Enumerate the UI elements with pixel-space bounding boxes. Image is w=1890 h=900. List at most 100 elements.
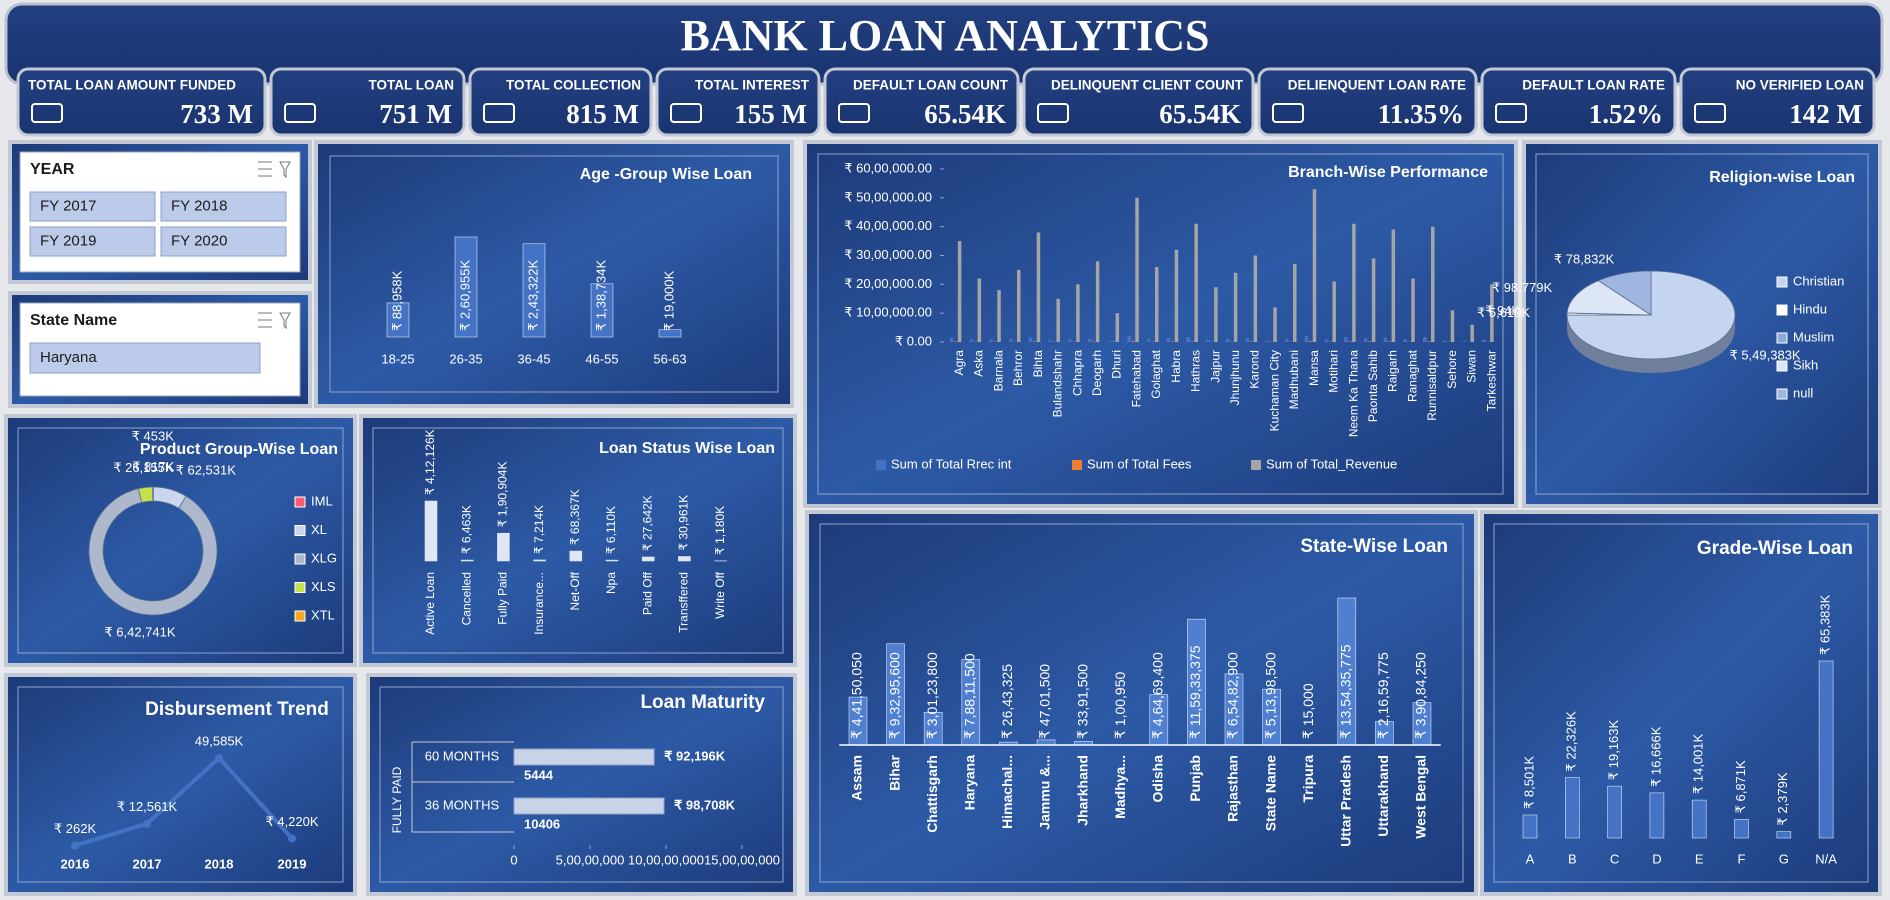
x-tick-label: 10,00,00,000	[628, 852, 704, 867]
legend-swatch	[294, 525, 306, 536]
slicer-title: YEAR	[30, 161, 75, 178]
value-label: ₹ 98,779K	[1492, 280, 1553, 295]
x-tick-label: 15,00,00,000	[704, 852, 780, 867]
bar	[513, 797, 665, 815]
value-label: ₹ 6,871K	[1733, 760, 1748, 813]
slice	[88, 488, 218, 616]
x-tick-label: C	[1610, 851, 1619, 866]
legend-swatch	[1776, 276, 1788, 288]
kpi-icon	[1694, 103, 1726, 123]
value-label: ₹ 14,001K	[1691, 733, 1706, 794]
group-label: FULLY PAID	[390, 766, 404, 833]
kpi-card	[1480, 67, 1677, 137]
x-tick-label: E	[1695, 851, 1704, 866]
kpi-card	[269, 67, 466, 137]
y-tick-label: ₹ 0.00	[895, 333, 932, 348]
value-label: ₹ 5,13,98,500	[1262, 652, 1278, 739]
x-tick-label: Uttar Pradesh	[1338, 755, 1354, 847]
value-label: ₹ 5,49,383K	[1729, 347, 1800, 362]
panel-inner	[819, 523, 1464, 883]
group-bracket	[411, 741, 514, 833]
x-tick-label: Transffered	[677, 572, 691, 633]
kpi-label: DEFAULT LOAN RATE	[1522, 78, 1665, 93]
line	[74, 755, 294, 848]
y-tick-label: ₹ 30,00,000.00	[844, 247, 932, 262]
slicer-item[interactable]	[160, 191, 287, 222]
bar	[1076, 284, 1080, 342]
slice	[1597, 270, 1652, 316]
x-tick-label: Insurance...	[532, 572, 546, 635]
legend-swatch	[1776, 388, 1788, 400]
kpi-value: 11.35%	[1378, 99, 1464, 129]
bar	[1427, 341, 1431, 342]
x-tick-label: 26-35	[449, 351, 482, 366]
x-tick-label: 5,00,00,000	[556, 852, 625, 867]
bar	[1147, 338, 1151, 342]
bar	[1166, 337, 1171, 342]
slicer-item-label[interactable]: FY 2018	[171, 197, 227, 214]
value-label: ₹ 7,214K	[532, 505, 546, 554]
x-tick-label: Habra	[1169, 350, 1183, 383]
x-tick-label: Kuchaman City	[1267, 350, 1281, 431]
value-label: ₹ 19,163K	[1606, 719, 1621, 780]
slicer-icon	[258, 312, 291, 330]
bar	[1253, 255, 1258, 342]
dashboard-title: BANK LOAN ANALYTICS	[681, 11, 1210, 60]
bar	[1383, 337, 1388, 342]
bar	[605, 559, 619, 562]
slicer-item[interactable]	[29, 191, 156, 222]
bar	[1017, 269, 1021, 342]
slicer-item-label[interactable]: FY 2017	[40, 197, 96, 214]
panel	[1480, 510, 1882, 896]
point	[288, 834, 296, 843]
x-tick-label: Himachal...	[999, 755, 1015, 829]
bar	[1135, 197, 1139, 342]
chart-title: Age -Group Wise Loan	[580, 166, 752, 183]
bar	[460, 559, 474, 562]
bar	[1194, 223, 1198, 342]
slice	[1566, 280, 1653, 316]
legend-swatch	[1072, 460, 1082, 470]
value-label: ₹ 47,01,500	[1037, 664, 1053, 739]
bar	[1214, 287, 1218, 342]
kpi-icon	[1037, 103, 1069, 123]
chart-title: Disbursement Trend	[145, 699, 329, 720]
x-tick-label: A	[1526, 851, 1535, 866]
bar	[1352, 223, 1356, 342]
panel-inner	[329, 155, 779, 393]
slicer-item[interactable]	[160, 226, 287, 257]
bar	[1170, 341, 1175, 342]
x-tick-label: 2018	[205, 856, 234, 871]
kpi-label: TOTAL INTEREST	[695, 78, 810, 93]
slice	[1566, 270, 1736, 360]
value-label: ₹ 1,180K	[713, 506, 727, 555]
chart-title: Product Group-Wise Loan	[140, 441, 338, 458]
value-label: ₹ 26,155K	[113, 460, 174, 475]
value-label: ₹ 65,383K	[1818, 594, 1833, 655]
point	[215, 754, 223, 762]
value-label: ₹ 4,12,126K	[423, 429, 437, 495]
slicer-item[interactable]	[29, 342, 261, 374]
slicer-item-label[interactable]: Haryana	[40, 349, 97, 366]
bar	[1028, 337, 1033, 342]
y-tick-label: 36 MONTHS	[425, 797, 500, 812]
x-tick-label: Tarkeshwar	[1484, 350, 1498, 411]
y-tick-label: ₹ 50,00,000.00	[844, 189, 932, 204]
slicer-item-label[interactable]: FY 2019	[40, 232, 96, 249]
value-label: ₹ 19,000K	[661, 270, 676, 331]
value-label: ₹ 92,196K	[664, 748, 726, 763]
slicer-item-label[interactable]: FY 2020	[171, 232, 227, 249]
bar	[641, 556, 655, 562]
kpi-card	[468, 67, 653, 137]
x-tick-label: Haryana	[962, 755, 978, 810]
slicer-item[interactable]	[29, 226, 156, 257]
bar	[1776, 831, 1792, 839]
legend-swatch	[294, 610, 306, 622]
legend-label: Hindu	[1793, 301, 1827, 316]
value-label: ₹ 4,41,50,050	[849, 652, 865, 739]
kpi-label: TOTAL LOAN	[369, 78, 455, 93]
bar	[522, 243, 546, 338]
x-tick-label: Madhubani	[1287, 350, 1301, 409]
value-label: ₹ 9,32,95,600	[886, 652, 902, 739]
bar	[386, 302, 410, 338]
